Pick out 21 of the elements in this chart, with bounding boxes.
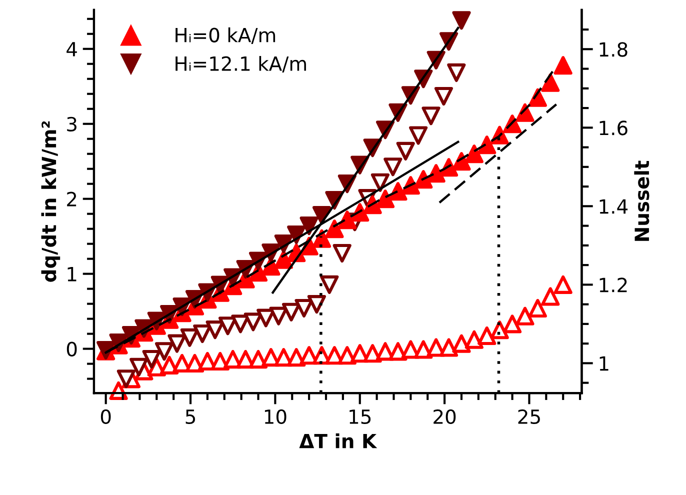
x-tick-label: 5	[186, 410, 195, 424]
legend-label: Hᵢ=12.1 kA/m	[176, 56, 306, 73]
y-tick-label: 3	[67, 116, 76, 132]
y2-tick-label: 1.6	[600, 120, 628, 136]
x-tick-label: 20	[434, 409, 456, 424]
y-tick-label: 4	[66, 42, 77, 56]
y2-tick-label: 1	[600, 356, 608, 371]
y-tick-label: 0	[66, 342, 77, 356]
x-axis-title: ΔT in K	[299, 433, 378, 448]
y2-tick-label: 1.4	[600, 199, 628, 214]
y2-tick-label: 1.2	[600, 278, 627, 292]
y-tick-label: 1	[68, 267, 76, 282]
y2-axis-title: Nusselt	[634, 160, 650, 241]
y2-tick-label: 1.8	[600, 42, 628, 57]
y-axis-title: dq/dt in kW/m²	[41, 121, 60, 282]
y-tick-label: 2	[67, 192, 76, 206]
x-tick-label: 0	[100, 409, 111, 424]
x-tick-label: 25	[518, 409, 540, 424]
legend-label: Hᵢ=0 kA/m	[176, 27, 276, 44]
x-tick-label: 10	[264, 409, 286, 424]
x-tick-label: 15	[350, 410, 371, 424]
